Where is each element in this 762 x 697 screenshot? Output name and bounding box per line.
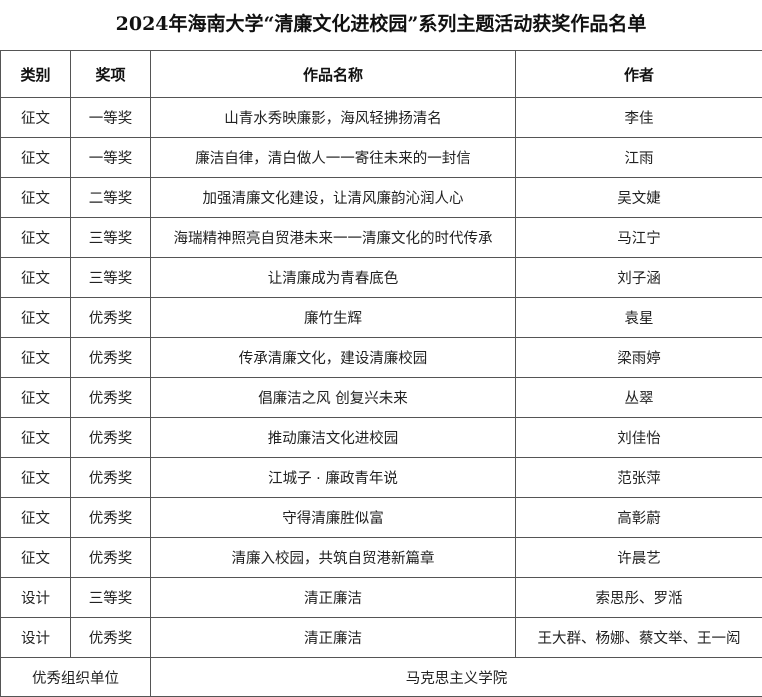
header-category: 类别 (1, 51, 71, 98)
cell-award: 一等奖 (71, 98, 151, 138)
cell-category: 征文 (1, 378, 71, 418)
header-work-title: 作品名称 (151, 51, 516, 98)
cell-work-title: 守得清廉胜似富 (151, 498, 516, 538)
table-row: 征文优秀奖倡廉洁之风 创复兴未来丛翠 (1, 378, 762, 418)
header-award: 奖项 (71, 51, 151, 98)
cell-work-title: 廉洁自律，清白做人一一寄往未来的一封信 (151, 138, 516, 178)
cell-award: 优秀奖 (71, 618, 151, 658)
cell-award: 三等奖 (71, 258, 151, 298)
cell-award: 二等奖 (71, 178, 151, 218)
cell-author: 丛翠 (516, 378, 762, 418)
cell-author: 刘佳怡 (516, 418, 762, 458)
cell-award: 三等奖 (71, 218, 151, 258)
cell-category: 征文 (1, 498, 71, 538)
cell-work-title: 海瑞精神照亮自贸港未来一一清廉文化的时代传承 (151, 218, 516, 258)
cell-work-title: 传承清廉文化，建设清廉校园 (151, 338, 516, 378)
cell-category: 征文 (1, 98, 71, 138)
table-row: 征文优秀奖廉竹生辉袁星 (1, 298, 762, 338)
cell-work-title: 山青水秀映廉影，海风轻拂扬清名 (151, 98, 516, 138)
awards-table: 类别 奖项 作品名称 作者 征文一等奖山青水秀映廉影，海风轻拂扬清名李佳征文一等… (0, 50, 762, 697)
cell-category: 征文 (1, 218, 71, 258)
cell-author: 刘子涵 (516, 258, 762, 298)
table-row: 征文一等奖山青水秀映廉影，海风轻拂扬清名李佳 (1, 98, 762, 138)
cell-work-title: 让清廉成为青春底色 (151, 258, 516, 298)
cell-award: 优秀奖 (71, 378, 151, 418)
table-row: 征文二等奖加强清廉文化建设，让清风廉韵沁润人心吴文婕 (1, 178, 762, 218)
cell-category: 设计 (1, 618, 71, 658)
table-row: 设计优秀奖清正廉洁王大群、杨娜、蔡文举、王一闳 (1, 618, 762, 658)
footer-value: 马克思主义学院 (151, 658, 762, 697)
cell-work-title: 清正廉洁 (151, 618, 516, 658)
cell-award: 一等奖 (71, 138, 151, 178)
cell-award: 优秀奖 (71, 458, 151, 498)
cell-category: 征文 (1, 418, 71, 458)
cell-category: 征文 (1, 258, 71, 298)
cell-award: 优秀奖 (71, 498, 151, 538)
cell-author: 袁星 (516, 298, 762, 338)
cell-author: 江雨 (516, 138, 762, 178)
cell-category: 征文 (1, 298, 71, 338)
cell-award: 优秀奖 (71, 338, 151, 378)
table-row: 征文优秀奖推动廉洁文化进校园刘佳怡 (1, 418, 762, 458)
cell-author: 王大群、杨娜、蔡文举、王一闳 (516, 618, 762, 658)
cell-work-title: 清廉入校园，共筑自贸港新篇章 (151, 538, 516, 578)
cell-work-title: 江城子 · 廉政青年说 (151, 458, 516, 498)
cell-award: 三等奖 (71, 578, 151, 618)
cell-work-title: 加强清廉文化建设，让清风廉韵沁润人心 (151, 178, 516, 218)
cell-work-title: 清正廉洁 (151, 578, 516, 618)
table-row: 征文一等奖廉洁自律，清白做人一一寄往未来的一封信江雨 (1, 138, 762, 178)
header-author: 作者 (516, 51, 762, 98)
table-row: 设计三等奖清正廉洁索思彤、罗湉 (1, 578, 762, 618)
cell-award: 优秀奖 (71, 418, 151, 458)
cell-author: 李佳 (516, 98, 762, 138)
cell-category: 征文 (1, 338, 71, 378)
cell-award: 优秀奖 (71, 538, 151, 578)
cell-category: 征文 (1, 538, 71, 578)
cell-work-title: 倡廉洁之风 创复兴未来 (151, 378, 516, 418)
cell-author: 许晨艺 (516, 538, 762, 578)
cell-author: 马江宁 (516, 218, 762, 258)
cell-author: 吴文婕 (516, 178, 762, 218)
cell-award: 优秀奖 (71, 298, 151, 338)
cell-author: 梁雨婷 (516, 338, 762, 378)
footer-label: 优秀组织单位 (1, 658, 151, 697)
table-row: 征文优秀奖江城子 · 廉政青年说范张萍 (1, 458, 762, 498)
table-row: 征文优秀奖传承清廉文化，建设清廉校园梁雨婷 (1, 338, 762, 378)
cell-work-title: 推动廉洁文化进校园 (151, 418, 516, 458)
cell-category: 设计 (1, 578, 71, 618)
footer-row: 优秀组织单位 马克思主义学院 (1, 658, 762, 697)
table-row: 征文三等奖海瑞精神照亮自贸港未来一一清廉文化的时代传承马江宁 (1, 218, 762, 258)
table-header-row: 类别 奖项 作品名称 作者 (1, 51, 762, 98)
cell-author: 范张萍 (516, 458, 762, 498)
table-row: 征文优秀奖守得清廉胜似富高彰蔚 (1, 498, 762, 538)
cell-category: 征文 (1, 458, 71, 498)
cell-work-title: 廉竹生辉 (151, 298, 516, 338)
page-title: 2024年海南大学“清廉文化进校园”系列主题活动获奖作品名单 (0, 0, 762, 50)
cell-category: 征文 (1, 138, 71, 178)
table-row: 征文优秀奖清廉入校园，共筑自贸港新篇章许晨艺 (1, 538, 762, 578)
cell-author: 高彰蔚 (516, 498, 762, 538)
cell-author: 索思彤、罗湉 (516, 578, 762, 618)
table-row: 征文三等奖让清廉成为青春底色刘子涵 (1, 258, 762, 298)
cell-category: 征文 (1, 178, 71, 218)
